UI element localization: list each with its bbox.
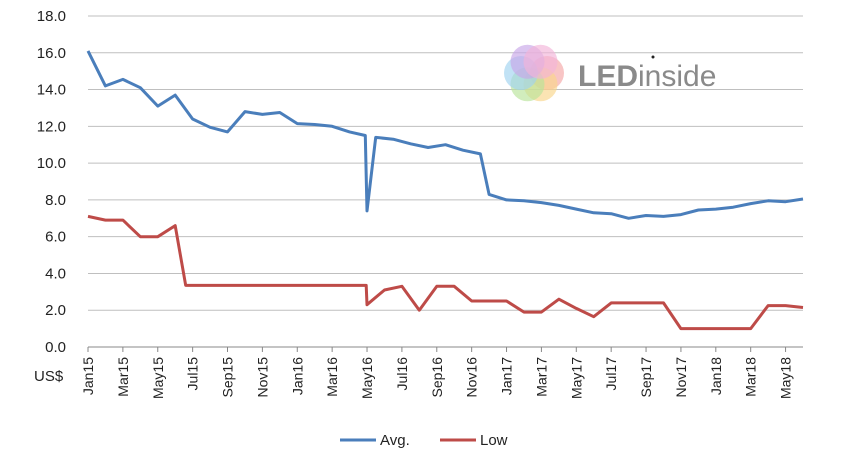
x-tick-label: Nov15 xyxy=(254,357,270,398)
x-tick-label: Sep17 xyxy=(638,357,654,398)
series-line-low xyxy=(87,214,804,331)
y-tick-label: 0.0 xyxy=(45,339,66,356)
x-tick-label: Jul15 xyxy=(185,357,201,391)
y-tick-label: 2.0 xyxy=(45,302,66,319)
y-unit-label: US$ xyxy=(34,368,64,385)
x-tick-label: May16 xyxy=(359,357,375,399)
x-tick-label: Sep15 xyxy=(220,357,236,398)
x-tick-label: Jan15 xyxy=(80,357,96,395)
y-tick-label: 6.0 xyxy=(45,229,66,246)
x-tick-label: Jul16 xyxy=(394,357,410,391)
y-tick-label: 18.0 xyxy=(37,8,66,25)
series-lines xyxy=(86,50,804,331)
legend: Avg. Low xyxy=(340,432,508,449)
logo-dot xyxy=(651,55,655,59)
x-tick-label: Jul17 xyxy=(603,357,619,391)
x-tick-label: Jan16 xyxy=(289,357,305,395)
logo-wordmark: LEDinside xyxy=(578,60,716,93)
y-tick-label: 10.0 xyxy=(37,155,66,172)
logo-text-bold: LED xyxy=(578,60,638,93)
x-tick-label: May15 xyxy=(150,357,166,399)
logo-petal xyxy=(523,44,558,79)
x-tick-label: Mar17 xyxy=(533,357,549,397)
x-tick-label: Mar18 xyxy=(743,357,759,397)
x-tick-label: Sep16 xyxy=(429,357,445,398)
y-axis-ticks: 0.0 2.0 4.0 6.0 8.0 10.0 12.0 14.0 16.0 18.0 xyxy=(37,8,66,356)
ledinside-logo: LEDinside xyxy=(504,44,716,102)
x-tick-label: May18 xyxy=(778,357,794,399)
legend-label: Low xyxy=(480,432,508,449)
x-tick-label: Nov16 xyxy=(464,357,480,398)
x-tick-label: Mar16 xyxy=(324,357,340,397)
series-line-avg xyxy=(86,50,804,220)
x-tick-label: Jan18 xyxy=(708,357,724,395)
x-tick-label: May17 xyxy=(568,357,584,399)
logo-flower-icon xyxy=(504,44,564,102)
y-tick-label: 14.0 xyxy=(37,82,66,99)
x-tick-label: Mar15 xyxy=(115,357,131,397)
x-tick-label: Jan17 xyxy=(499,357,515,395)
y-tick-label: 16.0 xyxy=(37,45,66,62)
x-tick-label: Nov17 xyxy=(673,357,689,398)
y-tick-label: 8.0 xyxy=(45,192,66,209)
logo-text-light: inside xyxy=(638,60,716,93)
x-axis-ticks: Jan15 Mar15 May15 Jul15 Sep15 Nov15 Jan16 Mar16… xyxy=(80,347,794,399)
legend-label: Avg. xyxy=(380,432,410,449)
y-tick-label: 12.0 xyxy=(37,118,66,135)
y-tick-label: 4.0 xyxy=(45,265,66,282)
